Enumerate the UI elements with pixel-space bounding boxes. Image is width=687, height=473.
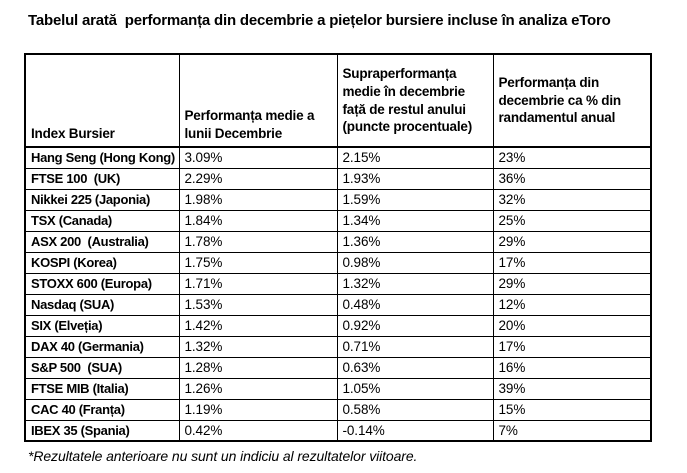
index-name-cell: TSX (Canada) — [24, 209, 180, 232]
index-name-cell: Nikkei 225 (Japonia) — [24, 188, 180, 211]
table-row: FTSE MIB (Italia) 1.26% 1.05% 39% — [24, 377, 652, 400]
table-row: SIX (Elveția) 1.42% 0.92% 20% — [24, 314, 652, 337]
index-name-cell: Hang Seng (Hong Kong) — [24, 146, 180, 169]
value-cell: 1.75% — [178, 251, 338, 274]
value-cell: 32% — [492, 188, 652, 211]
value-cell: 1.34% — [336, 209, 494, 232]
table-header: Index Bursier Performanța medie a lunii … — [24, 53, 652, 148]
table-row: Nasdaq (SUA) 1.53% 0.48% 12% — [24, 293, 652, 316]
value-cell: 1.59% — [336, 188, 494, 211]
value-cell: 0.42% — [178, 419, 338, 442]
column-header-december-pct-of-annual: Performanța din decembrie ca % din randa… — [492, 53, 652, 148]
value-cell: 16% — [492, 356, 652, 379]
market-performance-table: Index Bursier Performanța medie a lunii … — [24, 53, 652, 442]
page-title: Tabelul arată performanța din decembrie … — [28, 12, 611, 29]
value-cell: 17% — [492, 251, 652, 274]
value-cell: 17% — [492, 335, 652, 358]
index-name-cell: FTSE 100 (UK) — [24, 167, 180, 190]
value-cell: 1.78% — [178, 230, 338, 253]
value-cell: 0.48% — [336, 293, 494, 316]
index-name-cell: ASX 200 (Australia) — [24, 230, 180, 253]
index-name-cell: KOSPI (Korea) — [24, 251, 180, 274]
column-header-december-outperformance: Supraperformanța medie în decembrie față… — [336, 53, 494, 148]
value-cell: 39% — [492, 377, 652, 400]
value-cell: 1.32% — [178, 335, 338, 358]
value-cell: 15% — [492, 398, 652, 421]
value-cell: 0.71% — [336, 335, 494, 358]
value-cell: 20% — [492, 314, 652, 337]
value-cell: 29% — [492, 272, 652, 295]
value-cell: 3.09% — [178, 146, 338, 169]
index-name-cell: FTSE MIB (Italia) — [24, 377, 180, 400]
value-cell: 0.98% — [336, 251, 494, 274]
value-cell: 1.53% — [178, 293, 338, 316]
table-row: STOXX 600 (Europa) 1.71% 1.32% 29% — [24, 272, 652, 295]
value-cell: 1.42% — [178, 314, 338, 337]
value-cell: 1.28% — [178, 356, 338, 379]
table-header-row: Index Bursier Performanța medie a lunii … — [24, 53, 652, 148]
table-row: TSX (Canada) 1.84% 1.34% 25% — [24, 209, 652, 232]
table-row: ASX 200 (Australia) 1.78% 1.36% 29% — [24, 230, 652, 253]
column-header-avg-december-performance: Performanța medie a lunii Decembrie — [178, 53, 338, 148]
index-name-cell: S&P 500 (SUA) — [24, 356, 180, 379]
value-cell: 0.63% — [336, 356, 494, 379]
value-cell: 1.32% — [336, 272, 494, 295]
index-name-cell: Nasdaq (SUA) — [24, 293, 180, 316]
value-cell: 29% — [492, 230, 652, 253]
table-row: Nikkei 225 (Japonia) 1.98% 1.59% 32% — [24, 188, 652, 211]
value-cell: -0.14% — [336, 419, 494, 442]
value-cell: 2.15% — [336, 146, 494, 169]
value-cell: 1.84% — [178, 209, 338, 232]
table-row: FTSE 100 (UK) 2.29% 1.93% 36% — [24, 167, 652, 190]
value-cell: 25% — [492, 209, 652, 232]
value-cell: 1.98% — [178, 188, 338, 211]
table-row: CAC 40 (Franța) 1.19% 0.58% 15% — [24, 398, 652, 421]
value-cell: 36% — [492, 167, 652, 190]
index-name-cell: CAC 40 (Franța) — [24, 398, 180, 421]
value-cell: 1.26% — [178, 377, 338, 400]
value-cell: 7% — [492, 419, 652, 442]
value-cell: 0.58% — [336, 398, 494, 421]
value-cell: 1.71% — [178, 272, 338, 295]
column-header-index-bursier: Index Bursier — [24, 53, 180, 148]
value-cell: 1.36% — [336, 230, 494, 253]
index-name-cell: IBEX 35 (Spania) — [24, 419, 180, 442]
disclaimer-footnote: *Rezultatele anterioare nu sunt un indic… — [28, 448, 418, 464]
value-cell: 23% — [492, 146, 652, 169]
table-row: Hang Seng (Hong Kong) 3.09% 2.15% 23% — [24, 146, 652, 169]
table-row: KOSPI (Korea) 1.75% 0.98% 17% — [24, 251, 652, 274]
table-row: S&P 500 (SUA) 1.28% 0.63% 16% — [24, 356, 652, 379]
value-cell: 1.05% — [336, 377, 494, 400]
value-cell: 12% — [492, 293, 652, 316]
value-cell: 2.29% — [178, 167, 338, 190]
index-name-cell: STOXX 600 (Europa) — [24, 272, 180, 295]
value-cell: 0.92% — [336, 314, 494, 337]
value-cell: 1.93% — [336, 167, 494, 190]
table-row: IBEX 35 (Spania) 0.42% -0.14% 7% — [24, 419, 652, 442]
index-name-cell: SIX (Elveția) — [24, 314, 180, 337]
value-cell: 1.19% — [178, 398, 338, 421]
index-name-cell: DAX 40 (Germania) — [24, 335, 180, 358]
table-body: Hang Seng (Hong Kong) 3.09% 2.15% 23% FTSE 1… — [24, 146, 652, 442]
table-row: DAX 40 (Germania) 1.32% 0.71% 17% — [24, 335, 652, 358]
